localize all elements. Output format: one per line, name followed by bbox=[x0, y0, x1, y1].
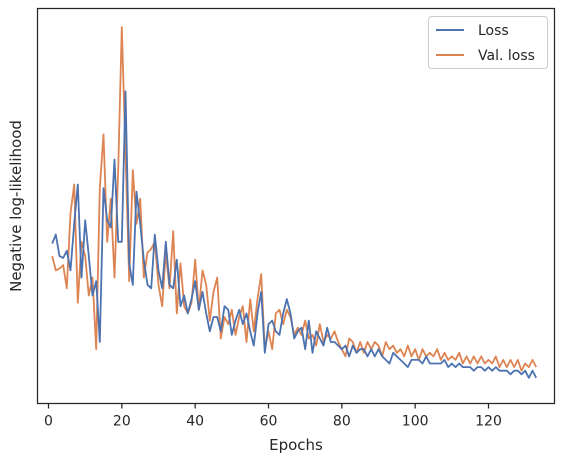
legend-label-loss: Loss bbox=[478, 23, 509, 39]
x-tick-label: 80 bbox=[333, 414, 351, 430]
y-axis-label: Negative log-likelihood bbox=[7, 120, 25, 292]
x-tick-label: 120 bbox=[475, 414, 502, 430]
series-layer bbox=[51, 26, 538, 379]
plot-frame bbox=[36, 7, 556, 405]
x-tick-label: 60 bbox=[260, 414, 278, 430]
series-line-val-loss bbox=[51, 26, 538, 372]
legend-label-val-loss: Val. loss bbox=[478, 48, 535, 64]
x-axis-ticks: 0 20 40 60 80 100 120 bbox=[44, 403, 502, 430]
x-axis-label: Epochs bbox=[269, 436, 323, 454]
series-line-loss bbox=[51, 90, 537, 379]
x-tick-label: 0 bbox=[44, 414, 53, 430]
x-tick-label: 100 bbox=[402, 414, 429, 430]
legend: Loss Val. loss bbox=[428, 16, 548, 69]
x-tick-label: 40 bbox=[186, 414, 204, 430]
x-tick-label: 20 bbox=[113, 414, 131, 430]
